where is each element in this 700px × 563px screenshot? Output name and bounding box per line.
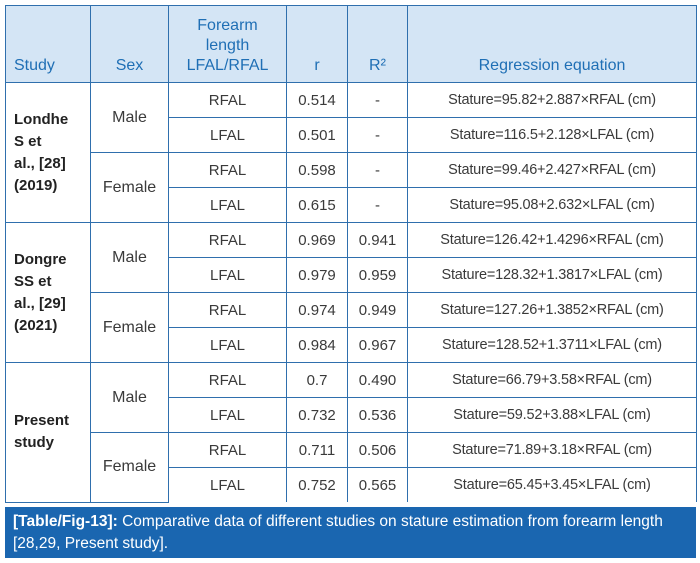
header-forearm-line2: length	[205, 37, 250, 54]
r2-cell: 0.959	[347, 257, 408, 293]
equation-cell: Stature=128.32+1.3817×LFAL (cm)	[407, 257, 697, 293]
forearm-cell: RFAL	[168, 82, 287, 118]
r2-cell: -	[347, 117, 408, 153]
equation-cell: Stature=66.79+3.58×RFAL (cm)	[407, 362, 697, 398]
sex-cell: Male	[90, 362, 169, 433]
r2-cell: 0.565	[347, 467, 408, 502]
r2-cell: -	[347, 82, 408, 118]
sex-cell: Male	[90, 82, 169, 153]
forearm-cell: RFAL	[168, 362, 287, 398]
forearm-cell: RFAL	[168, 222, 287, 258]
study-line: Dongre	[14, 250, 67, 268]
study-line: (2021)	[14, 316, 58, 334]
table-row: LFAL 0.732 0.536 Stature=59.52+3.88×LFAL (c…	[6, 397, 697, 433]
r-cell: 0.598	[286, 152, 348, 188]
r2-cell: 0.536	[347, 397, 408, 433]
table-row: LFAL 0.752 0.565 Stature=65.45+3.45×LFAL (c…	[6, 467, 697, 502]
study-line: SS et	[14, 272, 52, 290]
r2-cell: 0.490	[347, 362, 408, 398]
caption-label: [Table/Fig-13]:	[13, 513, 118, 530]
forearm-cell: RFAL	[168, 432, 287, 468]
r2-cell: 0.967	[347, 327, 408, 363]
equation-cell: Stature=128.52+1.3711×LFAL (cm)	[407, 327, 697, 363]
study-line: Londhe	[14, 110, 69, 128]
header-r2: R²	[347, 5, 408, 83]
table-body: Londhe S et al., [28] (2019) Male RFAL 0.514- S…	[5, 82, 697, 503]
equation-cell: Stature=126.42+1.4296×RFAL (cm)	[407, 222, 697, 258]
r-cell: 0.615	[286, 187, 348, 223]
forearm-cell: LFAL	[168, 397, 287, 433]
forearm-cell: LFAL	[168, 327, 287, 363]
table-row: Female RFAL 0.974 0.949 Stature=127.26+1.385…	[6, 292, 697, 363]
caption-text: Comparative data of different studies on…	[13, 513, 663, 552]
figure-caption: [Table/Fig-13]: Comparative data of diff…	[5, 507, 696, 558]
r-cell: 0.969	[286, 222, 348, 258]
r-cell: 0.501	[286, 117, 348, 153]
header-row: Study Sex Forearm length LFAL/RFAL r R² …	[5, 5, 697, 83]
r-cell: 0.7	[286, 362, 348, 398]
study-line: (2019)	[14, 176, 58, 194]
study-line: Present	[14, 412, 70, 430]
table-row: Dongre SS et al., [29] (2021) Male RFAL 0.969 0…	[5, 222, 697, 363]
equation-cell: Stature=127.26+1.3852×RFAL (cm)	[407, 292, 697, 328]
r2-cell: -	[347, 152, 408, 188]
forearm-cell: LFAL	[168, 467, 287, 502]
r-cell: 0.514	[286, 82, 348, 118]
study-line: study	[14, 434, 55, 452]
r-cell: 0.711	[286, 432, 348, 468]
r-cell: 0.974	[286, 292, 348, 328]
header-forearm: Forearm length LFAL/RFAL	[168, 5, 287, 83]
study-cell: Present study	[5, 362, 91, 503]
sex-cell: Female	[90, 292, 169, 363]
header-forearm-line3: LFAL/RFAL	[186, 57, 269, 74]
r-cell: 0.979	[286, 257, 348, 293]
sex-cell: Female	[90, 432, 169, 503]
r2-cell: 0.949	[347, 292, 408, 328]
header-r: r	[286, 5, 348, 83]
r-cell: 0.732	[286, 397, 348, 433]
table-row: Present study Male RFAL 0.7 0.490 Stature=66.7…	[5, 362, 697, 503]
r2-cell: -	[347, 187, 408, 223]
table-row: Female RFAL 0.598- Stature=99.46+2.427×RFAL…	[6, 152, 697, 223]
forearm-cell: RFAL	[168, 152, 287, 188]
sex-cell: Female	[90, 152, 169, 223]
study-line: S et	[14, 132, 42, 150]
equation-cell: Stature=116.5+2.128×LFAL (cm)	[407, 117, 697, 153]
header-sex: Sex	[90, 5, 169, 83]
equation-cell: Stature=59.52+3.88×LFAL (cm)	[407, 397, 697, 433]
table-row: LFAL 0.984 0.967 Stature=128.52+1.3711×LFAL…	[6, 327, 697, 363]
forearm-cell: RFAL	[168, 292, 287, 328]
r-cell: 0.984	[286, 327, 348, 363]
equation-cell: Stature=95.82+2.887×RFAL (cm)	[407, 82, 697, 118]
table-row: Female RFAL 0.711 0.506 Stature=71.89+3.18×R…	[6, 432, 697, 503]
study-line: al., [28]	[14, 154, 66, 172]
equation-cell: Stature=71.89+3.18×RFAL (cm)	[407, 432, 697, 468]
forearm-cell: LFAL	[168, 187, 287, 223]
study-line: al., [29]	[14, 294, 66, 312]
sex-cell: Male	[90, 222, 169, 293]
r2-cell: 0.506	[347, 432, 408, 468]
forearm-cell: LFAL	[168, 257, 287, 293]
equation-cell: Stature=65.45+3.45×LFAL (cm)	[407, 467, 697, 502]
header-equation: Regression equation	[407, 5, 697, 83]
header-study: Study	[5, 5, 91, 83]
header-forearm-line1: Forearm	[197, 17, 258, 34]
table-row: LFAL 0.615- Stature=95.08+2.632×LFAL (cm)	[6, 187, 697, 223]
r-cell: 0.752	[286, 467, 348, 502]
study-cell: Dongre SS et al., [29] (2021)	[5, 222, 91, 363]
table-row: Londhe S et al., [28] (2019) Male RFAL 0.514- S…	[5, 82, 697, 223]
r2-cell: 0.941	[347, 222, 408, 258]
study-cell: Londhe S et al., [28] (2019)	[5, 82, 91, 223]
equation-cell: Stature=95.08+2.632×LFAL (cm)	[407, 187, 697, 223]
equation-cell: Stature=99.46+2.427×RFAL (cm)	[407, 152, 697, 188]
table-row: LFAL 0.979 0.959 Stature=128.32+1.3817×LFAL…	[6, 257, 697, 293]
forearm-cell: LFAL	[168, 117, 287, 153]
comparison-table: Study Sex Forearm length LFAL/RFAL r R² …	[5, 5, 697, 503]
